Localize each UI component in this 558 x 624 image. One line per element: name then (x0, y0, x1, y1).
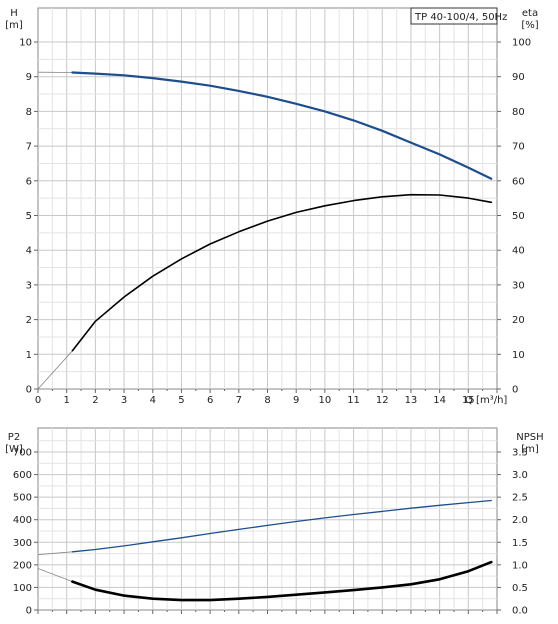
right-tick-label: 3.5 (512, 448, 528, 459)
x-tick-label: 1 (64, 395, 70, 406)
legend-box (410, 7, 498, 25)
x-tick-label: 15 (462, 395, 475, 406)
left-axis-unit: [W] (5, 444, 23, 455)
left-tick-label: 200 (13, 560, 32, 571)
left-tick-label: 3 (26, 280, 32, 291)
left-tick-label: 500 (13, 493, 32, 504)
left-tick-label: 0 (26, 606, 32, 617)
series-0-line (71, 499, 492, 553)
left-axis-title: H (10, 8, 18, 19)
series-0-extension-line (37, 551, 73, 556)
right-tick-label: 0 (512, 385, 518, 396)
x-tick-label: 9 (293, 395, 299, 406)
head-efficiency-panel: 0123456789100102030405060708090100H[m]et… (5, 7, 539, 406)
legend-label: TP 40-100/4, 50Hz (414, 12, 507, 23)
right-axis-unit: [%] (521, 20, 538, 31)
right-tick-label: 0.5 (512, 583, 528, 594)
left-tick-label: 8 (26, 107, 32, 118)
right-axis-unit: [m] (521, 444, 539, 455)
right-tick-label: 50 (512, 211, 525, 222)
right-tick-label: 30 (512, 280, 525, 291)
left-tick-label: 10 (19, 38, 32, 49)
x-tick-label: 5 (178, 395, 184, 406)
left-tick-label: 1 (26, 350, 32, 361)
right-tick-label: 40 (512, 246, 525, 257)
power-npsh-panel: 0 100 200 300 400 500 600 700 0.0 0.5 1.0 1.5 2.0 2.5… (5, 427, 544, 617)
right-tick-label: 80 (512, 107, 525, 118)
left-axis-title: P2 (8, 432, 20, 443)
x-axis-label: Q [m³/h] (465, 395, 507, 406)
right-tick-label: 70 (512, 142, 525, 153)
right-tick-label: 90 (512, 72, 525, 83)
x-tick-label: 2 (92, 395, 98, 406)
left-tick-label: 9 (26, 72, 32, 83)
right-tick-label: 1.5 (512, 538, 528, 549)
right-axis-title: NPSH (516, 432, 543, 443)
x-tick-label: 8 (264, 395, 270, 406)
series-1-line (71, 560, 493, 602)
left-tick-label: 400 (13, 515, 32, 526)
right-tick-label: 3.0 (512, 470, 528, 481)
right-tick-label: 100 (512, 38, 531, 49)
x-tick-label: 0 (35, 395, 41, 406)
right-tick-label: 60 (512, 176, 525, 187)
x-tick-label: 13 (405, 395, 418, 406)
left-tick-label: 0 (26, 385, 32, 396)
left-tick-label: 5 (26, 211, 32, 222)
left-tick-label: 700 (13, 448, 32, 459)
left-tick-label: 600 (13, 470, 32, 481)
x-tick-label: 10 (319, 395, 332, 406)
x-tick-label: 4 (150, 395, 156, 406)
x-tick-label: 11 (347, 395, 360, 406)
right-axis-title: eta (522, 8, 538, 19)
left-tick-label: 2 (26, 315, 32, 326)
series-1-extension-line (37, 350, 73, 390)
left-tick-label: 300 (13, 538, 32, 549)
left-axis-unit: [m] (5, 20, 23, 31)
x-tick-label: 12 (376, 395, 389, 406)
right-tick-label: 2.0 (512, 515, 528, 526)
left-tick-label: 6 (26, 176, 32, 187)
x-tick-label: 3 (121, 395, 127, 406)
series-0-line (71, 71, 493, 180)
right-tick-label: 10 (512, 350, 525, 361)
right-tick-label: 1.0 (512, 560, 528, 571)
series-1-line (71, 193, 493, 352)
x-tick-label: 6 (207, 395, 213, 406)
x-tick-label: 7 (236, 395, 242, 406)
left-tick-label: 7 (26, 142, 32, 153)
left-tick-label: 100 (13, 583, 32, 594)
series-1-extension-line (37, 568, 73, 582)
right-tick-label: 2.5 (512, 493, 528, 504)
right-tick-label: 0.0 (512, 606, 528, 617)
left-tick-label: 4 (26, 246, 32, 257)
x-tick-label: 14 (433, 395, 446, 406)
right-tick-label: 20 (512, 315, 525, 326)
